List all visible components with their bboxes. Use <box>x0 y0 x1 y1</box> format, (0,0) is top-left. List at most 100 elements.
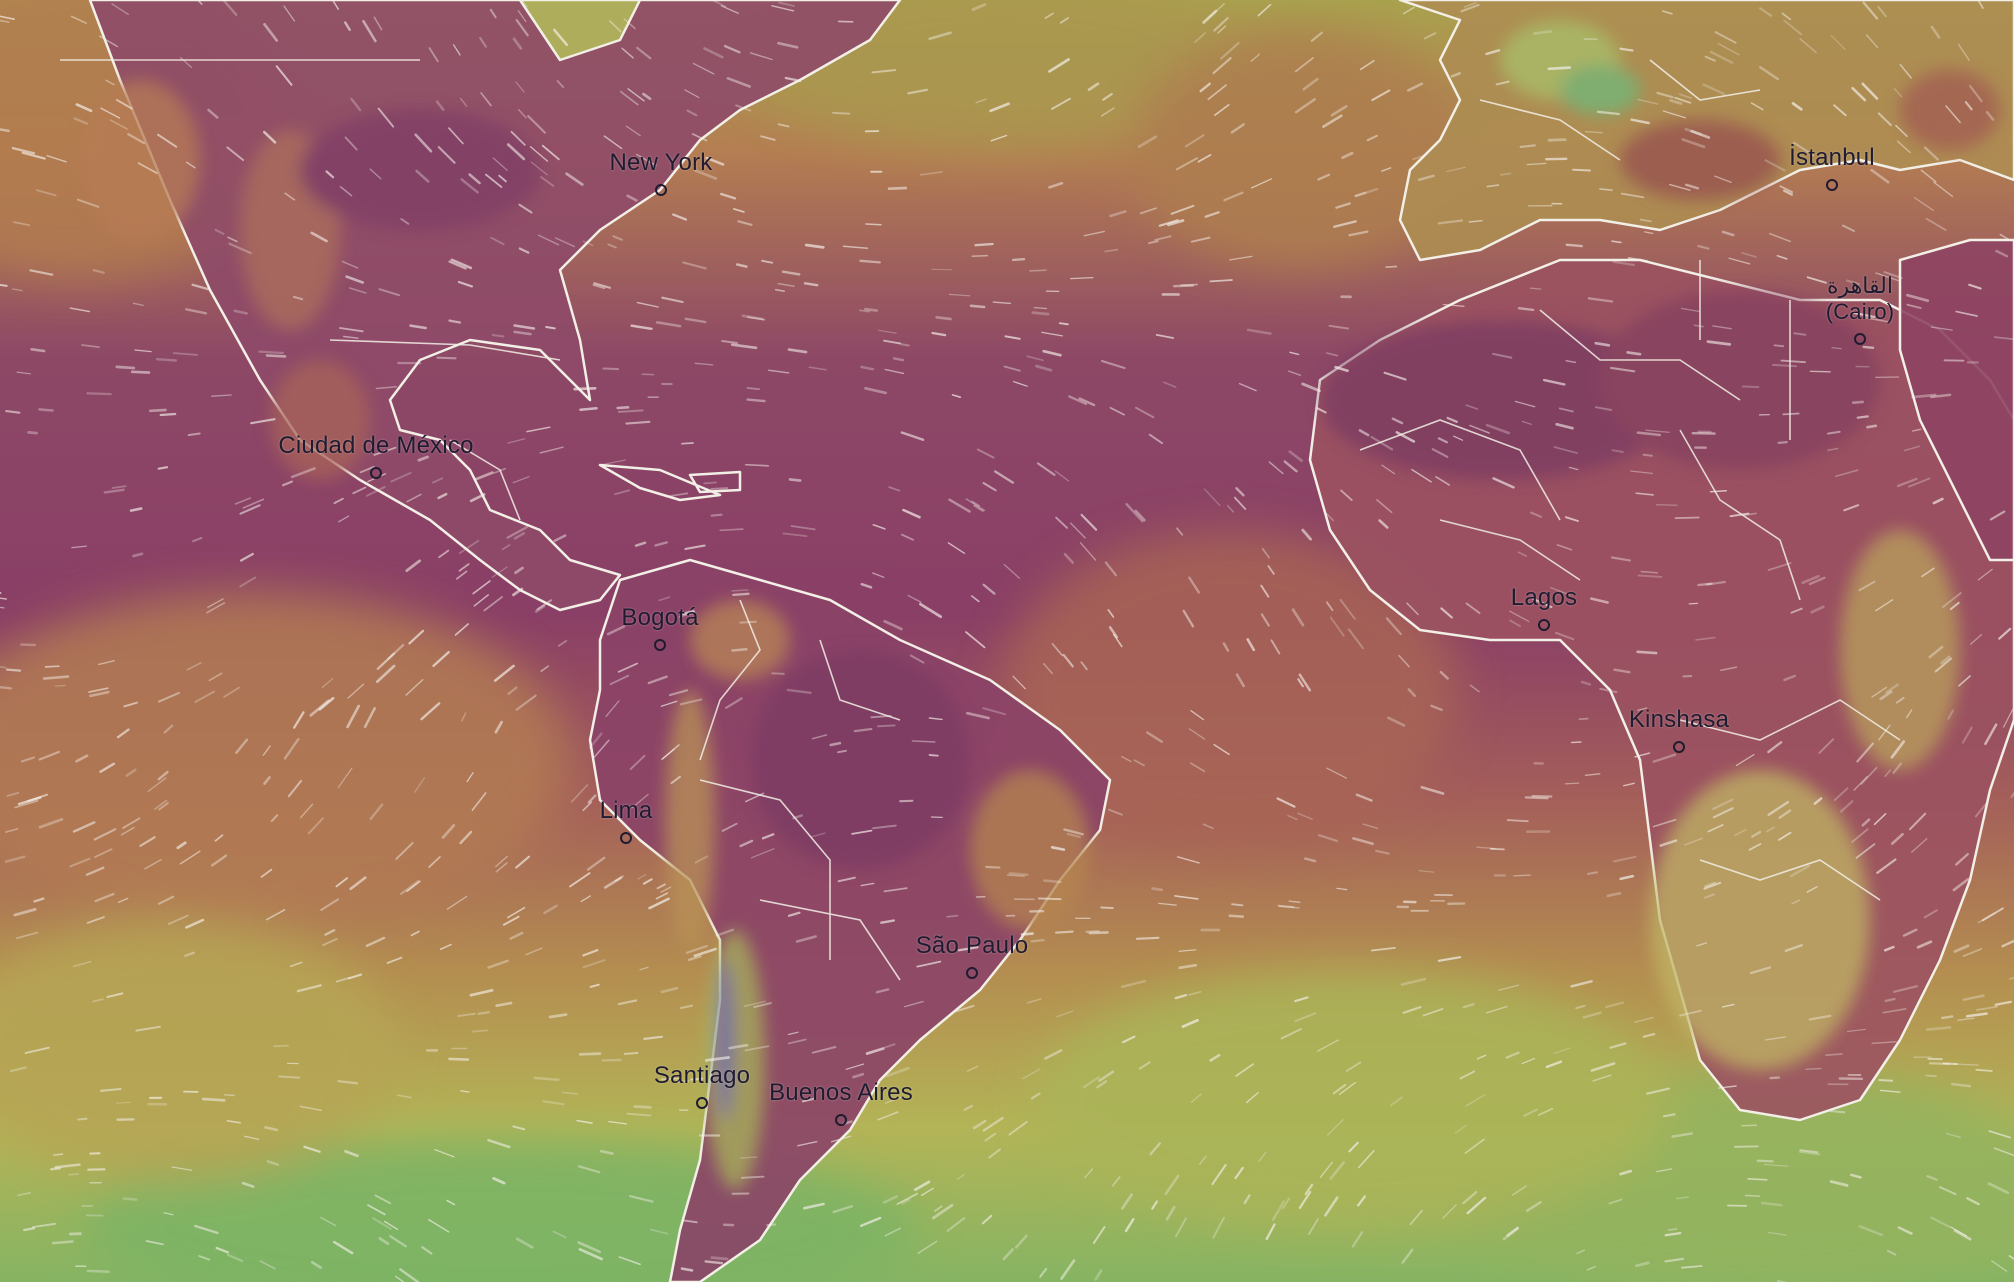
wind-streak <box>1883 945 1895 952</box>
wind-streak <box>512 37 523 50</box>
wind-streak <box>1533 30 1552 35</box>
wind-streak <box>774 288 786 293</box>
wind-streak <box>1871 686 1888 698</box>
wind-streak <box>1231 903 1244 907</box>
wind-streak <box>1908 812 1927 831</box>
city-dot-icon <box>696 1097 708 1109</box>
wind-streak <box>1400 977 1427 986</box>
wind-streak <box>1911 393 1937 399</box>
wind-streak <box>179 850 201 865</box>
wind-streak <box>1389 1096 1403 1107</box>
wind-streak <box>1329 616 1345 637</box>
wind-streak <box>1341 151 1354 160</box>
wind-streak <box>264 1126 279 1132</box>
wind-streak <box>282 480 293 487</box>
wind-streak <box>120 826 135 836</box>
wind-streak <box>1440 607 1453 619</box>
wind-streak <box>768 369 790 374</box>
wind-streak <box>378 1237 390 1246</box>
wind-streak <box>1495 80 1510 86</box>
wind-streak <box>226 146 245 161</box>
wind-streak <box>739 839 754 848</box>
wind-streak <box>994 470 1015 484</box>
wind-streak <box>1627 257 1649 263</box>
wind-streak <box>902 508 921 519</box>
wind-streak <box>693 947 717 958</box>
wind-streak <box>184 308 208 315</box>
wind-streak <box>1088 931 1109 935</box>
wind-streak <box>1031 311 1050 316</box>
wind-streak <box>215 1246 229 1254</box>
wind-streak <box>1596 110 1620 116</box>
wind-streak <box>1809 370 1831 373</box>
wind-streak <box>1465 404 1479 410</box>
wind-streak <box>1029 269 1047 272</box>
wind-streak <box>1950 1082 1972 1088</box>
wind-streak <box>287 779 303 798</box>
wind-streak <box>94 892 115 903</box>
wind-streak <box>975 98 987 104</box>
wind-streak <box>1778 831 1792 841</box>
wind-streak <box>1656 91 1674 99</box>
wind-streak <box>1646 1087 1671 1095</box>
wind-streak <box>1033 306 1048 310</box>
wind-streak <box>777 123 790 128</box>
wind-streak <box>1420 785 1445 795</box>
wind-streak <box>582 949 599 957</box>
wind-streak <box>1553 1047 1571 1055</box>
wind-streak <box>417 455 430 462</box>
wind-streak <box>1381 464 1396 475</box>
wind-streak <box>1764 159 1786 172</box>
wind-streak <box>289 961 303 968</box>
wind-streak <box>1370 436 1394 451</box>
wind-streak <box>93 828 117 841</box>
wind-streak <box>75 103 93 113</box>
wind-streak <box>1985 110 1995 121</box>
wind-streak <box>515 19 529 37</box>
wind-streak <box>1637 98 1659 105</box>
wind-streak <box>1611 449 1624 453</box>
wind-streak <box>703 47 724 59</box>
wind-streak <box>1108 626 1119 639</box>
wind-streak <box>617 662 639 673</box>
wind-streak <box>1485 423 1510 435</box>
wind-streak <box>679 1004 694 1010</box>
wind-streak <box>1781 12 1792 21</box>
wind-streak <box>448 1057 470 1061</box>
wind-streak <box>735 263 748 268</box>
wind-streak <box>1763 1163 1789 1167</box>
wind-streak <box>457 280 473 288</box>
wind-streak <box>690 1077 704 1081</box>
wind-streak <box>1167 219 1185 227</box>
wind-streak <box>1190 1093 1202 1103</box>
wind-streak <box>1993 1147 2014 1157</box>
wind-streak <box>1856 742 1875 763</box>
wind-streak <box>579 407 598 412</box>
wind-streak <box>1435 475 1450 486</box>
wind-streak <box>1133 759 1145 767</box>
wind-streak <box>493 664 515 682</box>
wind-streak <box>1325 512 1334 522</box>
wind-streak <box>1328 324 1349 330</box>
wind-streak <box>1984 723 1998 746</box>
wind-streak <box>842 245 869 249</box>
wind-streak <box>1720 666 1738 672</box>
wind-streak <box>529 146 549 162</box>
wind-streak <box>971 3 987 12</box>
wind-streak <box>877 1111 899 1121</box>
wind-streak <box>1304 857 1317 863</box>
wind-streak <box>533 1076 560 1082</box>
wind-streak <box>1446 166 1466 173</box>
wind-streak <box>1486 184 1500 188</box>
wind-streak <box>872 523 886 530</box>
wind-streak <box>1437 219 1464 225</box>
wind-streak <box>157 895 175 905</box>
wind-streak <box>957 946 979 952</box>
wind-streak <box>1012 675 1027 690</box>
wind-streak <box>1066 832 1082 839</box>
wind-streak <box>1771 363 1798 368</box>
wind-streak <box>786 688 812 694</box>
wind-streak <box>787 1038 807 1045</box>
wind-streak <box>1430 704 1443 711</box>
